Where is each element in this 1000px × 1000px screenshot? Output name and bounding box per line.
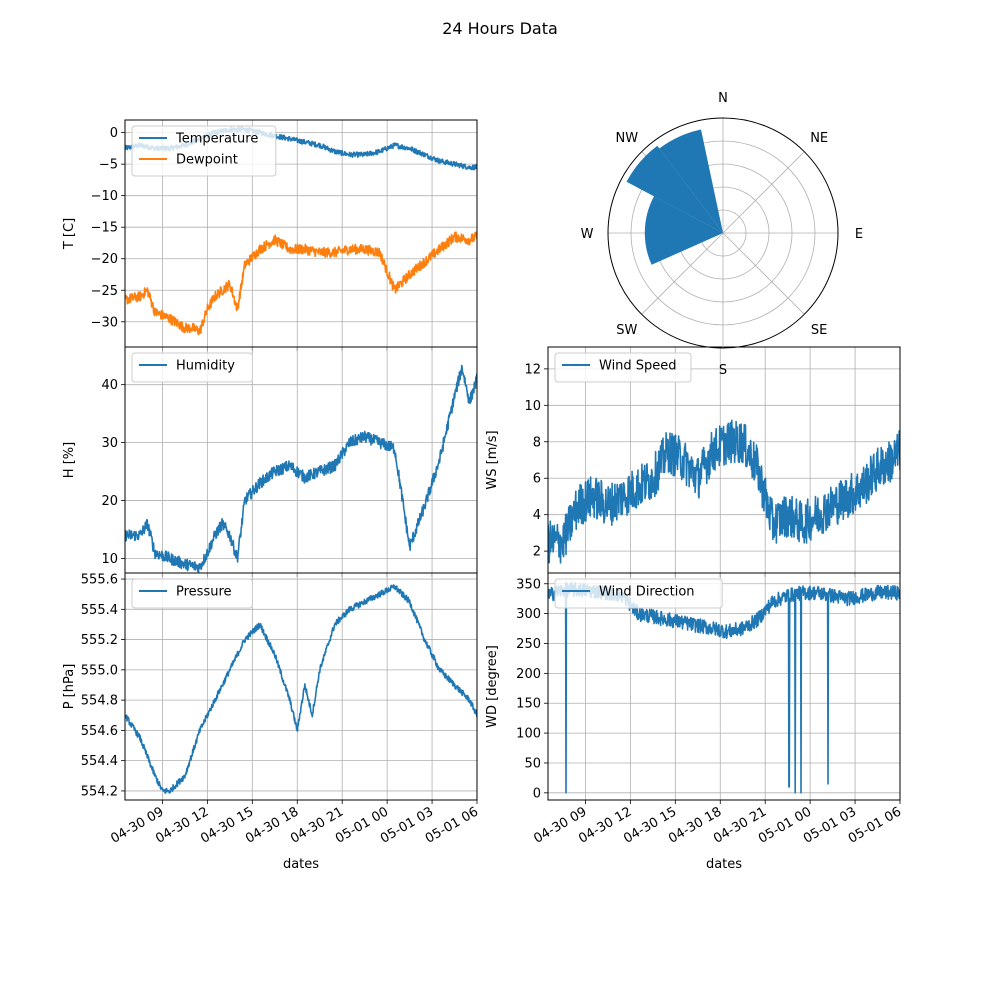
panel-pressure: 554.2 554.4 554.6 554.8 555.0 555.2 555.4 555.6… xyxy=(62,572,481,872)
y-tick-label: 8 xyxy=(533,435,541,450)
legend-box xyxy=(554,352,692,383)
y-tick-label: 30 xyxy=(101,436,118,451)
y-tick-label: −20 xyxy=(91,252,118,267)
y-tick-label: 350 xyxy=(516,577,541,592)
y-tick-label: 555.0 xyxy=(81,663,118,678)
legend-box xyxy=(131,352,253,383)
y-tick-label: 12 xyxy=(524,362,541,377)
windrose-sector xyxy=(626,145,723,233)
radial-spoke xyxy=(722,151,805,234)
series-line-wind-speed xyxy=(548,419,900,564)
x-axis-label: dates xyxy=(706,857,742,872)
y-tick-label: 10 xyxy=(524,399,541,414)
y-axis-label: WD [degree] xyxy=(485,645,500,728)
legend-box xyxy=(131,125,277,177)
y-tick-label: −15 xyxy=(91,221,118,236)
y-tick-label: −30 xyxy=(91,315,118,330)
legend-entry: Wind Direction xyxy=(599,585,695,600)
panels: 0 −5 −10 −15 −20 −25 −30 T [C] Temperature Dewpoi… xyxy=(62,91,904,872)
panel-temp: 0 −5 −10 −15 −20 −25 −30 T [C] Temperature Dewpoi… xyxy=(62,119,478,351)
axes-frame xyxy=(124,572,478,801)
series-line-dewpoint xyxy=(125,231,477,336)
y-tick-label: 6 xyxy=(533,472,541,487)
series-line-humidity xyxy=(125,364,477,573)
y-tick-label: 555.4 xyxy=(81,603,118,618)
windrose-sector xyxy=(659,129,723,233)
direction-label: E xyxy=(855,227,863,242)
direction-label: NW xyxy=(616,131,639,146)
y-tick-label: 40 xyxy=(101,378,118,393)
panel-windspeed: 2 4 6 8 10 12 WS [m/s] Wind Speed xyxy=(485,346,901,577)
figure-title: 24 Hours Data xyxy=(442,19,558,38)
direction-label: SW xyxy=(616,323,637,338)
y-tick-label: 554.8 xyxy=(81,694,118,709)
direction-label: NE xyxy=(810,131,828,146)
y-axis-label: WS [m/s] xyxy=(485,430,500,489)
y-axis-label: P [hPa] xyxy=(62,664,77,710)
y-tick-label: 250 xyxy=(516,637,541,652)
y-tick-label: 555.2 xyxy=(81,633,118,648)
y-tick-label: 554.2 xyxy=(81,784,118,799)
y-axis-label: T [C] xyxy=(62,218,77,250)
y-tick-label: 200 xyxy=(516,667,541,682)
legend-entry: Temperature xyxy=(175,132,258,147)
y-tick-label: 2 xyxy=(533,545,541,560)
legend-entry: Humidity xyxy=(176,359,235,374)
y-tick-label: −5 xyxy=(99,158,118,173)
y-tick-label: 555.6 xyxy=(81,573,118,588)
y-axis-label: H [%] xyxy=(62,442,77,478)
y-tick-label: 0 xyxy=(533,786,541,801)
x-axis-label: dates xyxy=(283,857,319,872)
y-tick-label: 554.6 xyxy=(81,724,118,739)
legend-entry: Pressure xyxy=(176,585,232,600)
axes-frame xyxy=(547,572,901,801)
direction-label: W xyxy=(581,227,594,242)
y-tick-label: 554.4 xyxy=(81,754,118,769)
y-tick-label: 0 xyxy=(110,126,118,141)
y-tick-label: 20 xyxy=(101,494,118,509)
windrose-sector xyxy=(644,196,723,233)
radial-spoke xyxy=(641,232,724,315)
series-line-pressure xyxy=(125,584,477,794)
y-tick-label: 10 xyxy=(101,552,118,567)
direction-label: N xyxy=(718,91,728,106)
y-tick-label: 4 xyxy=(533,508,541,523)
y-tick-label: 300 xyxy=(516,607,541,622)
legend-box xyxy=(131,578,253,609)
windrose-sector xyxy=(644,233,723,265)
radial-spoke xyxy=(722,232,805,315)
y-tick-label: 150 xyxy=(516,697,541,712)
series-line-wind-direction xyxy=(548,581,900,794)
y-tick-label: −25 xyxy=(91,284,118,299)
legend-entry: Wind Speed xyxy=(599,359,677,374)
direction-label: SE xyxy=(811,323,827,338)
panel-humidity: 10 20 30 40 H [%] Humidity xyxy=(62,346,478,577)
legend-box xyxy=(554,578,723,609)
direction-label: S xyxy=(719,363,727,378)
panel-windrose: N NE E SE S SW W NW xyxy=(581,91,864,378)
y-tick-label: 50 xyxy=(524,756,541,771)
y-tick-label: −10 xyxy=(91,189,118,204)
windrose-frame xyxy=(607,117,839,349)
y-tick-label: 100 xyxy=(516,727,541,742)
legend-entry: Dewpoint xyxy=(176,153,238,168)
